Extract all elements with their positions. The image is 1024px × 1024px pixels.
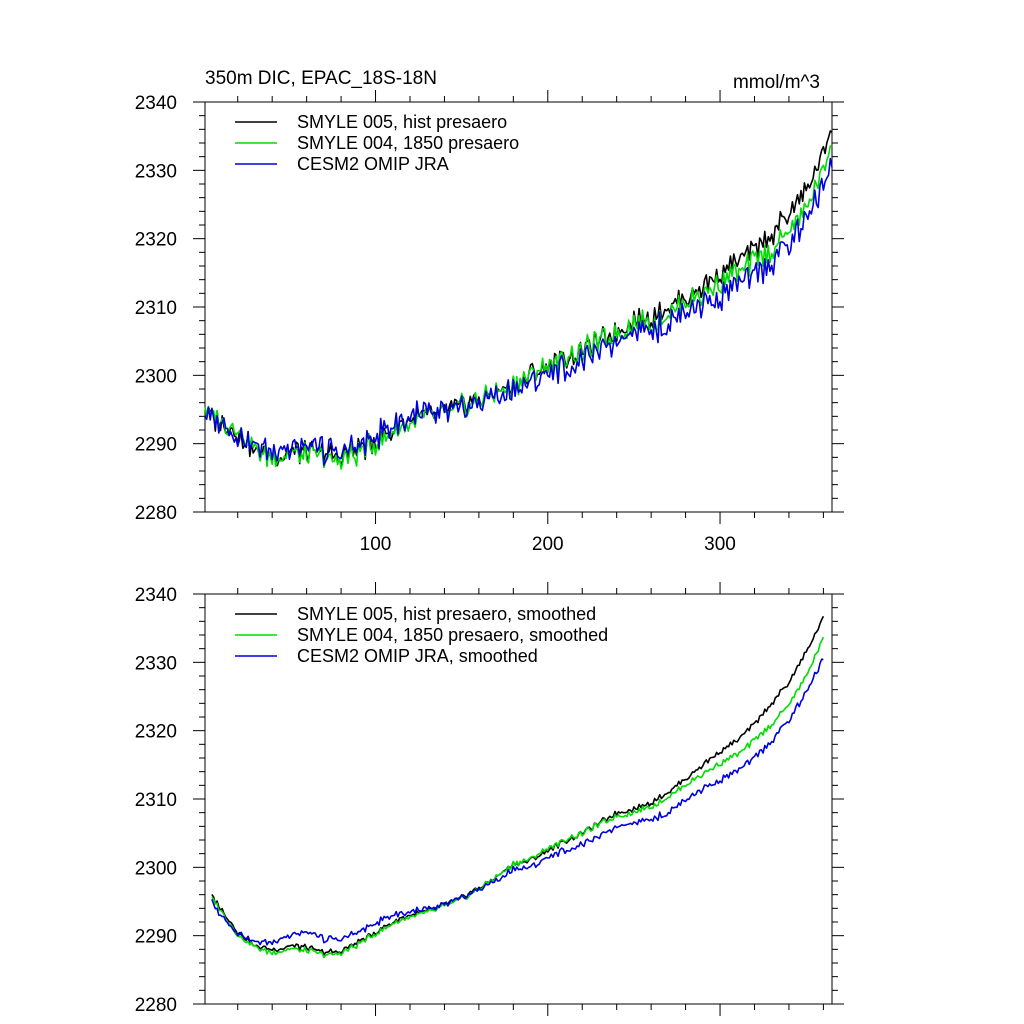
bottom-panel: 2280 2290 2300 2310 2320 2330 2340 SMYLE 005, h… [135,582,844,1016]
chart-title-left: 350m DIC, EPAC_18S-18N [205,68,437,89]
legend-label: CESM2 OMIP JRA, smoothed [297,646,538,666]
y-tick-label: 2330 [135,653,177,674]
series-line-2 [211,636,825,959]
x-tick-label: 100 [360,534,392,555]
y-tick-label: 2340 [135,93,177,114]
y-tick-label: 2320 [135,722,177,743]
chart-title-units: mmol/m^3 [733,72,820,93]
series-line-1 [204,130,833,467]
legend-label: SMYLE 005, hist presaero [297,112,507,132]
y-tick-label: 2290 [135,927,177,948]
y-tick-label: 2300 [135,858,177,879]
series-line-3 [204,157,833,466]
y-tick-label: 2310 [135,790,177,811]
x-tick-label: 300 [704,534,736,555]
y-tick-label: 2320 [135,230,177,251]
y-tick-label: 2280 [135,995,177,1016]
legend-label: SMYLE 005, hist presaero, smoothed [297,604,596,624]
y-tick-label: 2310 [135,298,177,319]
legend-label: SMYLE 004, 1850 presaero, smoothed [297,625,608,645]
top-panel: 2280 2290 2300 2310 2320 2330 2340 100 200 300 SMY… [135,90,844,555]
series-line-1 [211,615,825,956]
y-tick-label: 2280 [135,503,177,524]
y-tick-label: 2290 [135,435,177,456]
y-tick-label: 2330 [135,161,177,182]
y-tick-label: 2300 [135,366,177,387]
series-line-2 [204,145,833,470]
legend-label: CESM2 OMIP JRA [297,154,449,174]
legend-label: SMYLE 004, 1850 presaero [297,133,519,153]
y-tick-label: 2340 [135,585,177,606]
x-tick-label: 200 [532,534,564,555]
series-line-3 [211,658,824,946]
